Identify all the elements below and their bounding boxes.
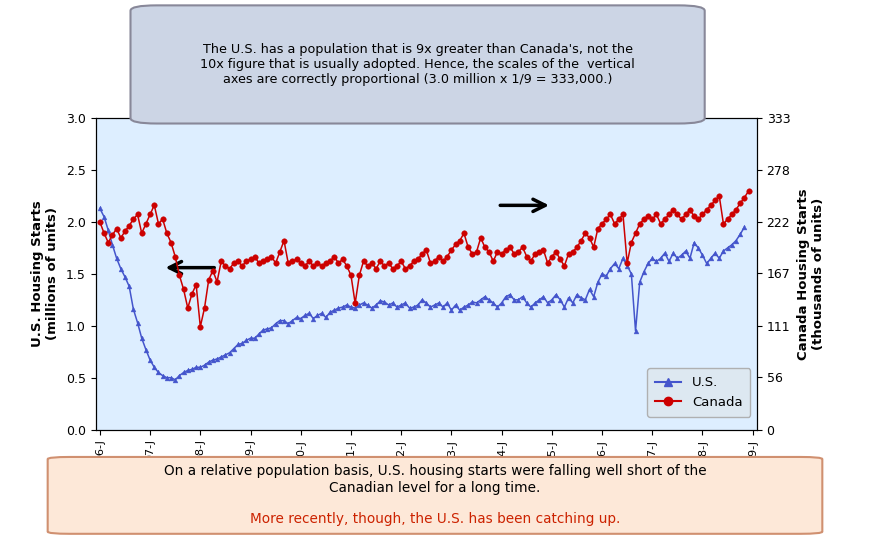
- Text: More recently, though, the U.S. has been catching up.: More recently, though, the U.S. has been…: [249, 512, 620, 526]
- X-axis label: Year and month: Year and month: [364, 467, 488, 481]
- Legend: U.S., Canada: U.S., Canada: [647, 368, 749, 417]
- Y-axis label: U.S. Housing Starts
(millions of units): U.S. Housing Starts (millions of units): [31, 200, 59, 347]
- Y-axis label: Canada Housing Starts
(thousands of units): Canada Housing Starts (thousands of unit…: [797, 188, 825, 360]
- Text: On a relative population basis, U.S. housing starts were falling well short of t: On a relative population basis, U.S. hou…: [163, 465, 706, 495]
- Text: The U.S. has a population that is 9x greater than Canada's, not the
10x figure t: The U.S. has a population that is 9x gre…: [200, 43, 634, 86]
- FancyBboxPatch shape: [130, 5, 704, 124]
- FancyBboxPatch shape: [48, 457, 821, 534]
